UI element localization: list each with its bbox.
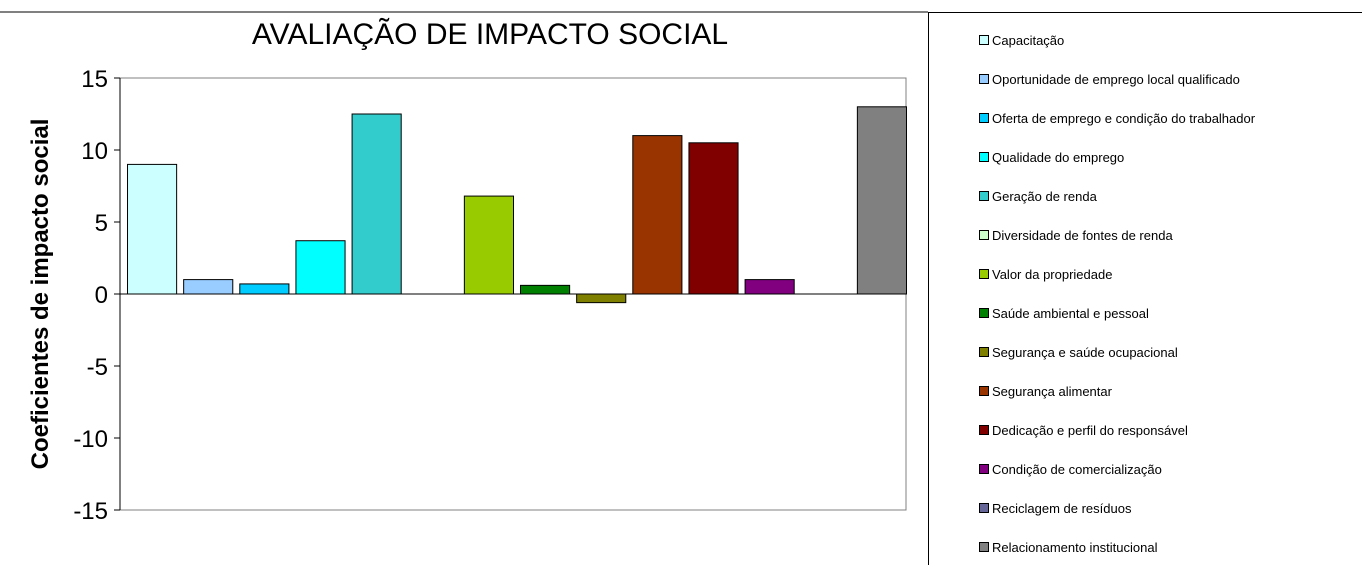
bar-1	[183, 279, 234, 295]
bar-7	[520, 284, 571, 295]
legend-item: Valor da propriedade	[979, 266, 1112, 282]
plot-area: Coeficientes de impacto social 15 10 5 0 -5 -…	[0, 11, 928, 525]
legend-label: Segurança e saúde ocupacional	[992, 344, 1178, 360]
legend-swatch	[979, 35, 989, 45]
bar-8	[576, 293, 627, 304]
legend-label: Qualidade do emprego	[992, 149, 1125, 165]
y-tick-label: 5	[95, 210, 108, 237]
legend-item: Saúde ambiental e pessoal	[979, 305, 1149, 321]
y-tick-label: -10	[73, 426, 108, 453]
y-tick-label: -15	[73, 498, 108, 525]
y-axis-label: Coeficientes de impacto social	[27, 119, 54, 470]
y-axis-ticks: 15 10 5 0 -5 -10 -15	[73, 66, 120, 525]
bar-13	[856, 106, 907, 295]
bar-6	[463, 195, 514, 295]
legend-label: Dedicação e perfil do responsável	[992, 422, 1188, 438]
legend-item: Dedicação e perfil do responsável	[979, 422, 1188, 438]
bars	[127, 106, 907, 304]
bar-0	[127, 163, 178, 295]
legend-item: Reciclagem de resíduos	[979, 500, 1131, 516]
legend-item: Segurança e saúde ocupacional	[979, 344, 1178, 360]
legend-label: Capacitação	[992, 32, 1065, 48]
legend-item: Qualidade do emprego	[979, 149, 1124, 165]
legend-item: Diversidade de fontes de renda	[979, 227, 1173, 243]
legend-item: Condição de comercialização	[979, 461, 1162, 477]
legend-label: Oportunidade de emprego local qualificad…	[992, 71, 1240, 87]
bar-9	[632, 135, 683, 295]
legend-swatch	[979, 74, 989, 84]
legend-label: Segurança alimentar	[992, 383, 1112, 399]
legend-item: Oportunidade de emprego local qualificad…	[979, 71, 1240, 87]
legend-swatch	[979, 152, 989, 162]
bar-2	[239, 283, 290, 295]
y-tick-label: -5	[87, 354, 108, 381]
legend-swatch	[979, 542, 989, 552]
y-tick-label: 10	[81, 138, 108, 165]
legend-swatch	[979, 464, 989, 474]
bar-10	[688, 142, 739, 295]
chart-title: AVALIAÇÃO DE IMPACTO SOCIAL	[251, 18, 729, 51]
legend-swatch	[979, 230, 989, 240]
legend-swatch	[979, 308, 989, 318]
legend-swatch	[979, 113, 989, 123]
legend-item: Segurança alimentar	[979, 383, 1112, 399]
y-tick-label: 0	[95, 282, 108, 309]
bar-4	[351, 113, 402, 295]
legend-swatch	[979, 269, 989, 279]
legend-label: Condição de comercialização	[992, 461, 1162, 477]
y-tick-label: 15	[81, 66, 108, 93]
legend-label: Diversidade de fontes de renda	[992, 227, 1173, 243]
bar-11	[744, 279, 795, 295]
legend-label: Valor da propriedade	[992, 266, 1113, 282]
legend-label: Relacionamento institucional	[992, 539, 1158, 555]
legend-label: Oferta de emprego e condição do trabalha…	[992, 110, 1256, 126]
legend-label: Reciclagem de resíduos	[992, 500, 1132, 516]
legend-label: Saúde ambiental e pessoal	[992, 305, 1149, 321]
legend-item: Geração de renda	[979, 188, 1097, 204]
legend-label: Geração de renda	[992, 188, 1097, 204]
legend-item: Relacionamento institucional	[979, 539, 1157, 555]
legend-swatch	[979, 425, 989, 435]
legend-item: Oferta de emprego e condição do trabalha…	[979, 110, 1255, 126]
bar-3	[295, 240, 346, 295]
legend: Capacitação Oportunidade de emprego local…	[928, 12, 1362, 565]
legend-item: Capacitação	[979, 32, 1064, 48]
legend-swatch	[979, 347, 989, 357]
legend-swatch	[979, 386, 989, 396]
legend-swatch	[979, 503, 989, 513]
legend-swatch	[979, 191, 989, 201]
